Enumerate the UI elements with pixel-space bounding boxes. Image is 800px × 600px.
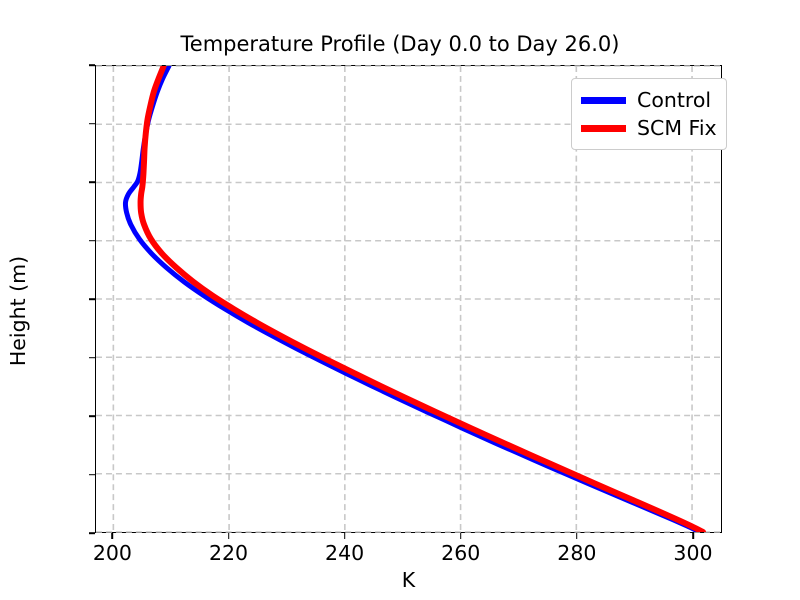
x-tick-label: 220: [208, 541, 249, 565]
legend-item[interactable]: SCM Fix: [581, 114, 717, 142]
y-tick-mark: [89, 298, 95, 300]
legend-label: Control: [637, 88, 712, 112]
y-axis-label: Height (m): [6, 255, 30, 367]
legend-color-swatch: [581, 96, 626, 104]
y-tick-mark: [89, 239, 95, 242]
y-tick-mark: [89, 356, 95, 359]
x-tick-label: 200: [92, 541, 132, 565]
x-tick-label: 260: [441, 541, 481, 565]
x-tick-mark: [343, 533, 346, 539]
chart-title: Temperature Profile (Day 0.0 to Day 26.0…: [180, 32, 620, 56]
chart-legend: Control SCM Fix: [571, 78, 727, 150]
grid-lines: [96, 65, 721, 533]
y-tick-mark: [89, 473, 95, 476]
x-axis-label: K: [401, 568, 416, 592]
x-tick-label: 240: [325, 541, 365, 565]
y-tick-mark: [89, 64, 95, 66]
x-tick-label: 280: [557, 541, 597, 565]
profile-curves: [122, 66, 707, 532]
legend-item[interactable]: Control: [581, 86, 717, 114]
x-tick-mark: [692, 533, 694, 539]
legend-color-swatch: [581, 124, 626, 132]
x-tick-label: 300: [673, 541, 713, 565]
y-tick-mark: [89, 532, 95, 534]
x-tick-mark: [459, 533, 462, 539]
x-tick-mark: [576, 533, 578, 539]
y-tick-mark: [89, 181, 95, 183]
x-tick-mark: [111, 533, 114, 539]
x-tick-mark: [227, 533, 230, 539]
y-tick-mark: [89, 415, 95, 417]
y-tick-mark: [89, 122, 95, 125]
series-line-scm-fix: [137, 66, 707, 532]
legend-label: SCM Fix: [637, 116, 717, 140]
